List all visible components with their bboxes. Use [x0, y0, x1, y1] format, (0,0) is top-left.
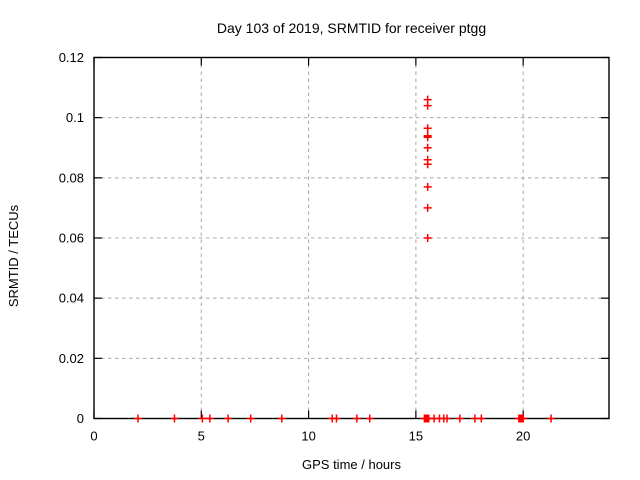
y-tick-label: 0.06	[59, 231, 84, 246]
data-point-marker	[352, 414, 361, 423]
x-axis-label: GPS time / hours	[302, 457, 401, 472]
data-point-marker	[224, 414, 233, 423]
data-point-marker	[133, 414, 142, 423]
y-tick-label: 0.1	[66, 110, 84, 125]
x-tick-label: 10	[301, 429, 315, 444]
chart-title: Day 103 of 2019, SRMTID for receiver ptg…	[216, 20, 487, 36]
data-point-marker	[442, 414, 451, 423]
data-point-marker	[198, 414, 207, 423]
data-point-marker	[423, 124, 432, 133]
data-point-marker	[246, 414, 255, 423]
y-tick-label: 0.04	[59, 291, 84, 306]
data-point-marker	[423, 160, 432, 169]
x-tick-label: 0	[90, 429, 97, 444]
data-point-marker	[423, 101, 432, 110]
y-tick-label: 0.12	[59, 50, 84, 65]
x-tick-label: 15	[409, 429, 423, 444]
y-tick-label: 0.02	[59, 351, 84, 366]
data-point-marker	[423, 182, 432, 191]
data-point-marker	[423, 203, 432, 212]
x-tick-label: 5	[198, 429, 205, 444]
data-point-marker	[365, 414, 374, 423]
data-point-marker	[519, 414, 528, 423]
x-tick-label: 20	[516, 429, 530, 444]
data-point-marker	[477, 414, 486, 423]
data-point-marker	[547, 414, 556, 423]
data-point-marker	[423, 234, 432, 242]
data-point-marker	[332, 414, 341, 423]
data-point-marker	[455, 414, 464, 423]
data-point-marker	[277, 414, 286, 423]
data-point-marker	[170, 414, 179, 423]
y-tick-label: 0.08	[59, 170, 84, 185]
data-point-marker	[423, 143, 432, 152]
y-tick-label: 0	[77, 411, 84, 426]
data-point-marker	[423, 133, 432, 142]
data-point-marker	[205, 414, 214, 423]
